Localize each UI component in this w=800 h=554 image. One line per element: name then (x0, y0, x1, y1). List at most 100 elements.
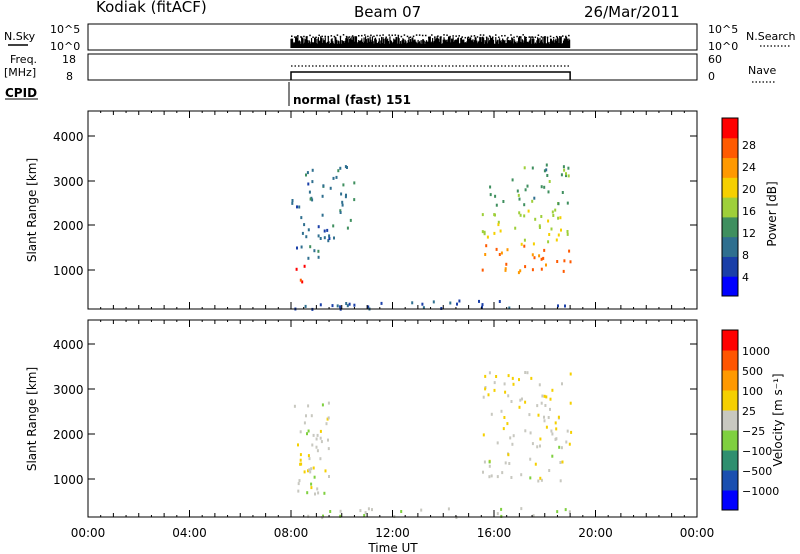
heatmap-cell (562, 269, 565, 273)
heatmap-cell (518, 197, 521, 201)
heatmap-cell (321, 194, 324, 198)
heatmap-cell (327, 447, 330, 451)
nsearch-dot (373, 35, 375, 38)
power-cbar-tick-16: 16 (742, 205, 756, 218)
heatmap-cell (342, 183, 345, 187)
heatmap-cell (511, 442, 514, 446)
heatmap-cell (367, 507, 370, 511)
heatmap-cell (346, 304, 349, 308)
heatmap-cell (310, 467, 313, 471)
heatmap-cell (482, 433, 485, 437)
nsearch-dot (388, 34, 390, 36)
nsearch-dot (303, 35, 305, 38)
heatmap-cell (327, 239, 330, 243)
heatmap-cell (569, 260, 572, 264)
nsearch-dot (431, 34, 433, 36)
nsearch-dot (400, 35, 403, 38)
heatmap-cell (566, 232, 569, 236)
nsearch-dot (342, 34, 345, 36)
nsearch-dot (364, 34, 366, 36)
nsearch-dot (348, 36, 351, 38)
heatmap-cell (317, 491, 320, 495)
beam-title: Beam 07 (354, 3, 421, 21)
power-ylabel: Slant Range [km] (25, 158, 39, 262)
heatmap-cell (524, 265, 527, 269)
heatmap-cell (540, 401, 543, 405)
colorbar-swatch (722, 256, 738, 277)
heatmap-cell (540, 215, 543, 218)
heatmap-cell (549, 397, 552, 401)
heatmap-cell (570, 430, 573, 434)
power-cbar-tick-4: 4 (742, 271, 749, 284)
heatmap-cell (500, 507, 503, 511)
heatmap-cell (516, 189, 519, 193)
heatmap-cell (524, 371, 527, 374)
heatmap-cell (520, 473, 523, 477)
heatmap-cell (533, 196, 536, 200)
heatmap-cell (305, 173, 307, 177)
nsearch-dot (382, 34, 384, 36)
heatmap-cell (568, 442, 571, 446)
heatmap-cell (311, 180, 314, 184)
heatmap-cell (339, 509, 342, 513)
heatmap-cell (508, 462, 511, 465)
heatmap-cell (505, 262, 508, 266)
heatmap-cell (306, 432, 308, 436)
nsearch-dot (339, 35, 342, 38)
vel-cbar-tick-m100: −100 (742, 445, 772, 458)
heatmap-cell (501, 471, 504, 475)
heatmap-cell (320, 440, 323, 444)
heatmap-cell (524, 429, 527, 433)
nsearch-dot (345, 35, 348, 38)
nsearch-dot (385, 36, 387, 39)
heatmap-cell (484, 374, 487, 378)
heatmap-cell (554, 208, 557, 212)
heatmap-cell (495, 375, 498, 378)
nsearch-dot (467, 36, 470, 39)
heatmap-cell (536, 445, 539, 449)
nsearch-dot (309, 34, 311, 37)
heatmap-cell (540, 478, 543, 482)
heatmap-cell (565, 172, 567, 176)
heatmap-cell (555, 238, 558, 242)
heatmap-cell (307, 429, 310, 433)
heatmap-cell (518, 378, 520, 382)
heatmap-cell (497, 223, 500, 227)
nave-label: Nave (748, 64, 776, 77)
heatmap-cell (533, 256, 536, 260)
heatmap-cell (519, 269, 522, 273)
heatmap-cell (305, 235, 308, 239)
nsearch-dot (458, 35, 460, 37)
power-cbar-tick-20: 20 (742, 183, 756, 196)
heatmap-cell (563, 168, 566, 172)
heatmap-cell (371, 508, 373, 512)
heatmap-cell (512, 382, 515, 386)
heatmap-cell (512, 434, 515, 438)
heatmap-cell (550, 429, 553, 433)
nsearch-dot (370, 34, 372, 37)
heatmap-cell (551, 210, 554, 214)
heatmap-cell (339, 211, 342, 214)
heatmap-cell (325, 422, 328, 426)
heatmap-cell (565, 174, 567, 178)
heatmap-cell (541, 394, 544, 398)
heatmap-cell (539, 476, 542, 480)
power-ytick-2000: 2000 (53, 219, 84, 233)
heatmap-cell (565, 440, 568, 444)
heatmap-cell (307, 514, 310, 518)
colorbar-swatch (722, 236, 738, 257)
heatmap-cell (531, 253, 534, 257)
heatmap-cell (543, 394, 546, 398)
heatmap-cell (332, 224, 335, 228)
heatmap-cell (557, 216, 560, 220)
heatmap-cell (544, 404, 547, 407)
heatmap-cell (298, 205, 301, 209)
heatmap-cell (493, 388, 496, 392)
heatmap-cell (315, 437, 318, 441)
heatmap-cell (569, 372, 572, 376)
nsearch-label: N.Search (746, 30, 796, 43)
heatmap-cell (321, 516, 324, 520)
nsearch-dot (507, 36, 509, 39)
freq-tick-bottom: 8 (66, 70, 73, 83)
heatmap-cell (493, 231, 496, 235)
